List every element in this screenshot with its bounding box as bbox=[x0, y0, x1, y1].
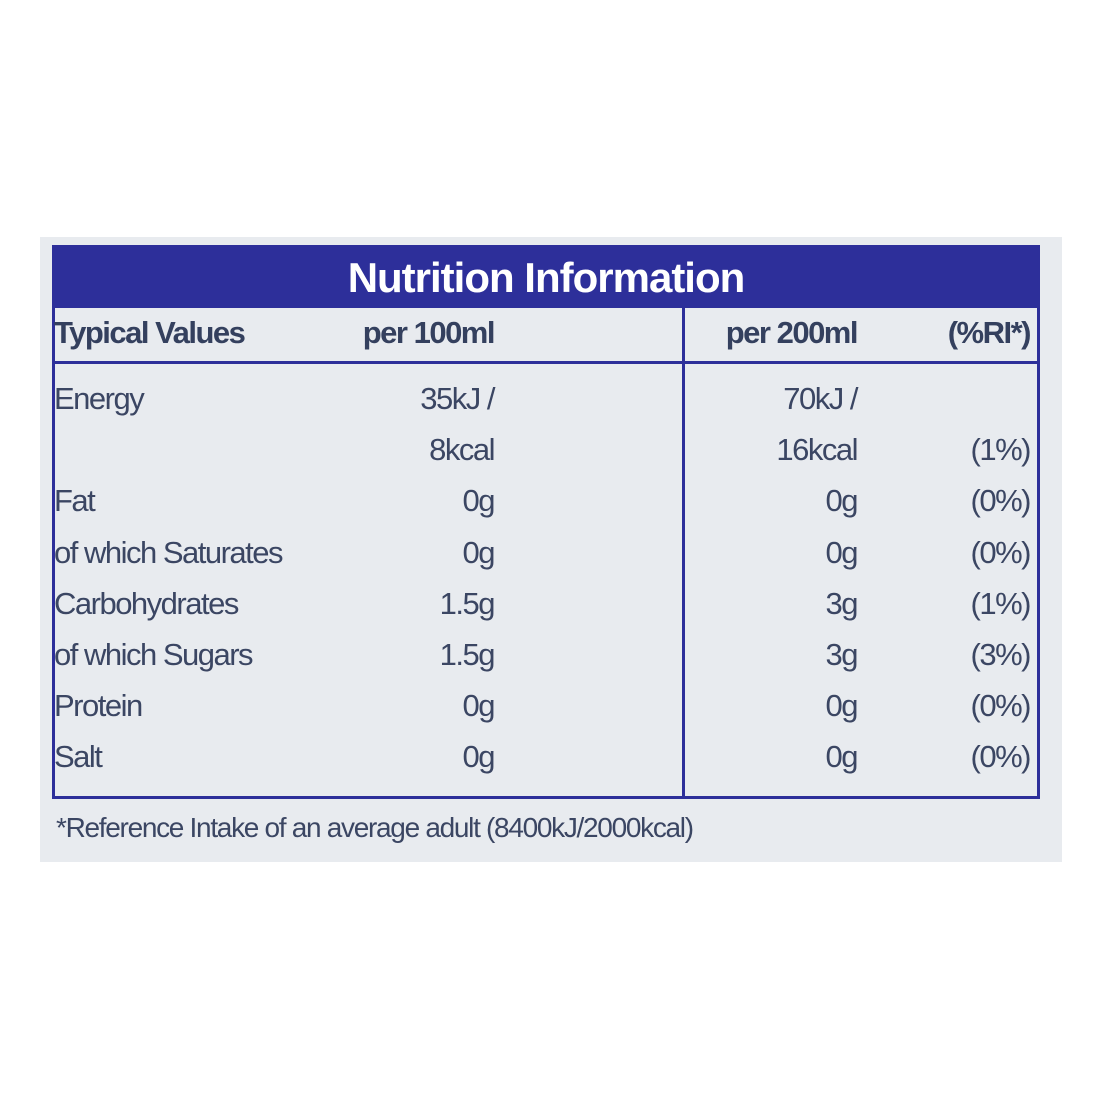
cell-per200: 0g bbox=[825, 534, 859, 570]
title-bar bbox=[52, 245, 1040, 308]
cell-ri: (0%) bbox=[970, 534, 1032, 570]
cell-label: of which Saturates bbox=[54, 534, 284, 570]
cell-ri: (3%) bbox=[970, 637, 1032, 672]
cell-per100: 35kJ / bbox=[420, 381, 495, 416]
cell-per100: 0g bbox=[462, 739, 496, 775]
cell-ri: (0%) bbox=[970, 739, 1032, 775]
bottom-rule bbox=[52, 796, 1040, 799]
cell-ri: (0%) bbox=[970, 688, 1032, 724]
cell-per100: 1.5g bbox=[439, 585, 496, 621]
cell-per200: 16kcal bbox=[776, 432, 858, 468]
cell-per200: 0g bbox=[825, 739, 859, 775]
cell-label: Fat bbox=[54, 483, 96, 519]
cell-label: of which Sugars bbox=[54, 637, 254, 672]
border-right bbox=[1037, 245, 1040, 797]
cell-per100: 0g bbox=[462, 534, 496, 570]
footnote: *Reference Intake of an average adult (8… bbox=[56, 812, 694, 843]
cell-per100: 8kcal bbox=[429, 432, 495, 468]
header-per200: per 200ml bbox=[725, 315, 859, 350]
cell-per200: 3g bbox=[825, 637, 859, 672]
header-ri: (%RI*) bbox=[947, 315, 1032, 350]
cell-per200: 70kJ / bbox=[783, 381, 858, 416]
cell-per100: 1.5g bbox=[439, 637, 496, 672]
label-panel bbox=[40, 237, 1062, 862]
title: Nutrition Information bbox=[347, 254, 746, 301]
cell-ri: (1%) bbox=[970, 432, 1032, 468]
cell-label: Protein bbox=[54, 688, 143, 724]
cell-label: Salt bbox=[54, 739, 103, 775]
cell-ri: (0%) bbox=[970, 483, 1032, 519]
header-rule bbox=[52, 361, 1040, 364]
column-rule bbox=[682, 308, 685, 797]
cell-per200: 0g bbox=[825, 483, 859, 519]
cell-per100: 0g bbox=[462, 483, 496, 519]
header-label: Typical Values bbox=[54, 315, 246, 350]
cell-label: Carbohydrates bbox=[54, 585, 239, 621]
cell-per200: 3g bbox=[825, 585, 859, 621]
cell-per100: 0g bbox=[462, 688, 496, 724]
border-left bbox=[52, 245, 55, 797]
cell-per200: 0g bbox=[825, 688, 859, 724]
cell-label: Energy bbox=[54, 381, 145, 416]
header-per100: per 100ml bbox=[362, 315, 496, 350]
cell-ri: (1%) bbox=[970, 585, 1032, 621]
